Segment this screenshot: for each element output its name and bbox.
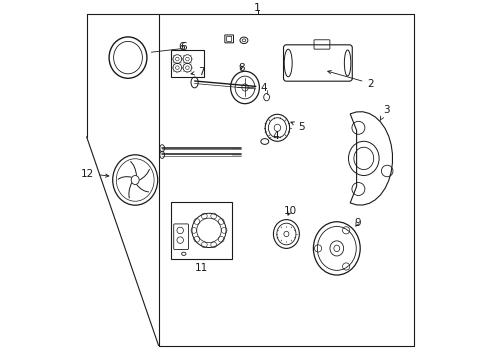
Text: 4: 4 <box>272 131 279 141</box>
Text: 4: 4 <box>261 83 268 93</box>
Text: 1: 1 <box>254 3 261 13</box>
Text: 9: 9 <box>354 218 361 228</box>
Text: 6: 6 <box>179 42 185 52</box>
Text: 11: 11 <box>195 263 208 273</box>
Text: 3: 3 <box>380 105 390 120</box>
Text: 6: 6 <box>180 42 186 52</box>
Text: 10: 10 <box>283 206 296 216</box>
Text: 7: 7 <box>191 67 205 77</box>
Text: 8: 8 <box>238 63 245 73</box>
Text: 2: 2 <box>328 71 374 89</box>
Text: 12: 12 <box>80 168 109 179</box>
Bar <box>171 50 204 77</box>
Text: 5: 5 <box>291 122 305 132</box>
Bar <box>171 202 232 259</box>
